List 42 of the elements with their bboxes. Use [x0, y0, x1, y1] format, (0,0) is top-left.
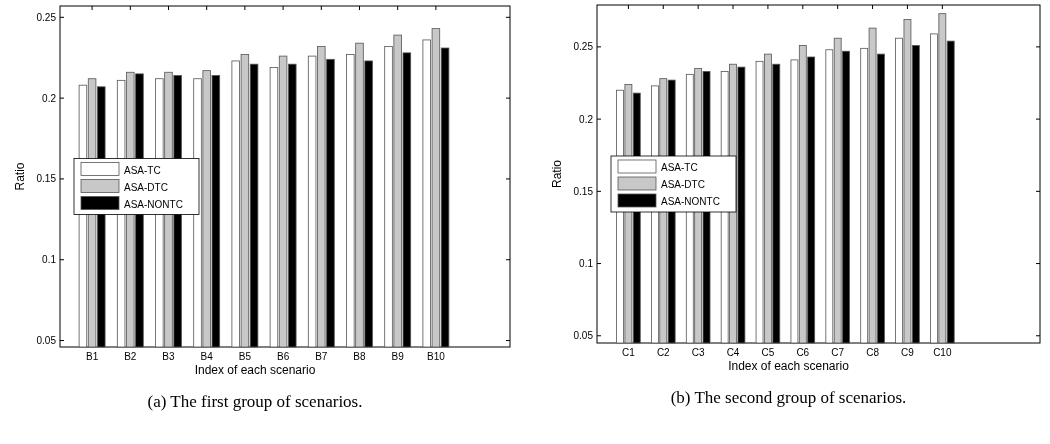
legend-label: ASA-NONTC — [661, 196, 720, 207]
x-tick-label: B3 — [162, 351, 176, 362]
y-tick-label: 0.15 — [573, 185, 594, 197]
x-tick-label: B5 — [238, 351, 252, 362]
x-tick-label: C2 — [656, 347, 671, 358]
x-tick-label: B10 — [426, 351, 446, 362]
y-axis-title: Ratio — [13, 162, 27, 191]
x-tick-label: C3 — [691, 347, 705, 358]
legend-label: ASA-TC — [124, 164, 161, 176]
y-tick-label: 0.05 — [36, 335, 57, 347]
x-tick-label: B7 — [315, 351, 328, 362]
x-tick-label: B2 — [124, 351, 137, 362]
x-tick-label: C4 — [726, 347, 740, 358]
text: (b) The second group of scenarios. — [670, 388, 907, 407]
y-tick-label: 0.1 — [579, 258, 594, 270]
y-tick-label: 0.2 — [579, 113, 594, 125]
x-tick-label: C9 — [901, 347, 915, 358]
x-tick-label: B4 — [200, 351, 214, 362]
y-axis-title: Ratio — [550, 159, 564, 189]
x-axis-title: Index of each scenario — [194, 363, 316, 377]
y-tick-label: 0.2 — [42, 92, 57, 104]
y-tick-label: 0.05 — [573, 330, 594, 342]
x-axis-title: Index of each scenario — [728, 359, 850, 373]
legend-label: ASA-TC — [661, 162, 698, 173]
x-tick-label: C8 — [866, 347, 880, 358]
x-tick-label: C5 — [761, 347, 775, 358]
y-tick-label: 0.1 — [42, 254, 57, 266]
y-tick-label: 0.15 — [36, 173, 57, 185]
legend-label: ASA-NONTC — [124, 198, 183, 210]
x-tick-label: C1 — [622, 347, 636, 358]
y-tick-label: 0.25 — [36, 11, 57, 23]
text: (a) The first group of scenarios. — [147, 392, 363, 411]
y-tick-label: 0.25 — [573, 41, 594, 53]
x-tick-label: C7 — [831, 347, 845, 358]
x-tick-label: C6 — [796, 347, 810, 358]
x-tick-label: B9 — [391, 351, 405, 362]
x-tick-label: B1 — [85, 351, 99, 362]
x-tick-label: B6 — [276, 351, 290, 362]
legend-label: ASA-DTC — [124, 181, 168, 193]
legend-label: ASA-DTC — [661, 179, 705, 190]
x-tick-label: C10 — [933, 347, 952, 358]
x-tick-label: B8 — [353, 351, 367, 362]
